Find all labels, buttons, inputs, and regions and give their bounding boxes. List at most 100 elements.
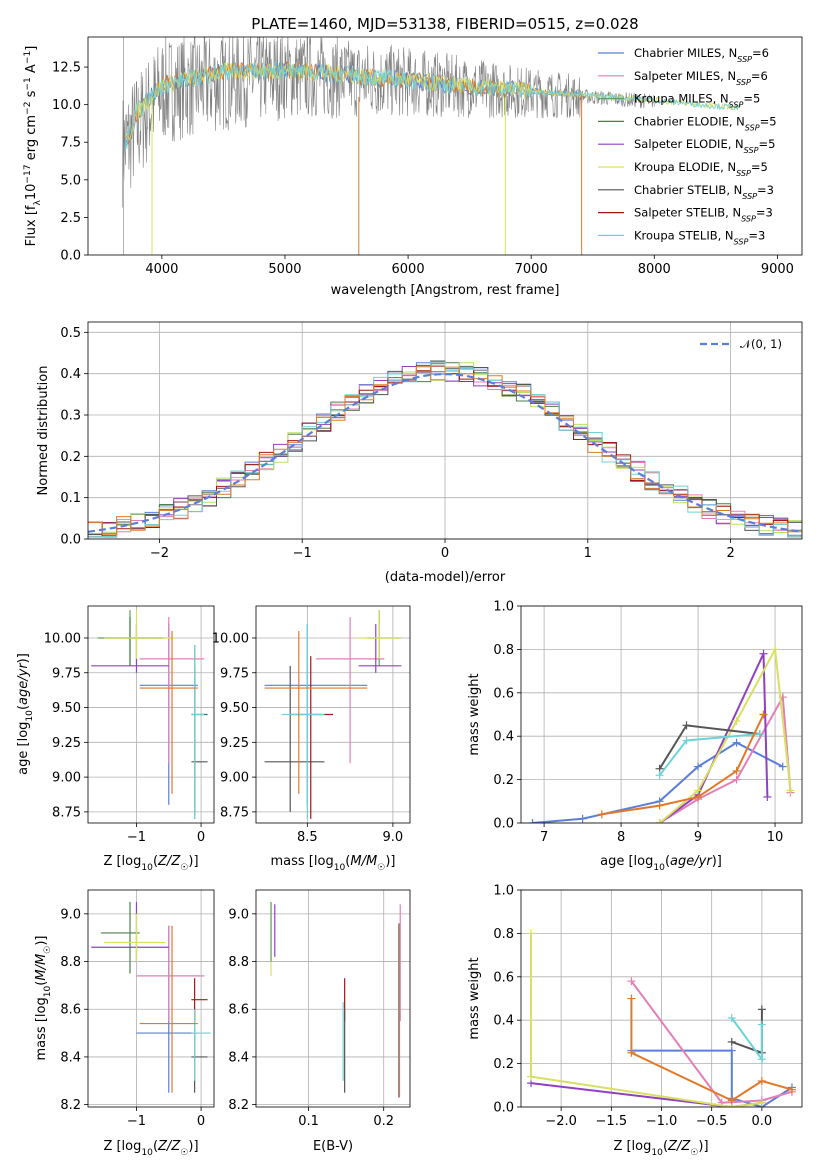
x-tick-label: 8.5 <box>297 830 318 845</box>
label-segment: )] <box>34 936 49 946</box>
y-tick-label: 0.0 <box>493 817 514 832</box>
weight-series-line <box>730 1017 763 1063</box>
label-segment: Z [log <box>103 1139 141 1154</box>
x-tick-label: 10 <box>767 830 784 845</box>
label-segment: )] <box>385 854 395 869</box>
age-vs-mass-panel: 8.5 9.0 8.75 9.00 9.25 9.50 9.75 10.00 mass [log… <box>212 605 411 873</box>
x-axis-label: Z [log10(Z/Z☉)] <box>613 1139 708 1158</box>
label-segment: ( <box>153 854 158 869</box>
weight-series-line <box>532 741 784 823</box>
x-tick-label: 4000 <box>145 262 178 277</box>
y-axis-label: mass [log10(M/M☉)] <box>34 936 53 1061</box>
grid-lines <box>521 889 802 1108</box>
spectrum-model-line <box>124 60 741 153</box>
legend-label: Chabrier STELIB, NSSP=3 <box>634 183 774 201</box>
legend-label: Chabrier MILES, NSSP=6 <box>634 46 769 64</box>
axes-frame <box>87 321 803 540</box>
label-segment: =5 <box>751 160 768 174</box>
label-segment: Z/Z <box>667 1139 691 1154</box>
label-segment: ☉ <box>43 946 53 954</box>
y-tick-label: 7.5 <box>60 136 81 151</box>
label-segment: mass [log <box>271 854 334 869</box>
x-tick-label: 9.0 <box>383 830 404 845</box>
label-segment: Z/Z <box>157 854 181 869</box>
y-tick-label: 9.75 <box>52 666 81 681</box>
label-segment: age/yr <box>670 854 713 869</box>
x-tick-label: 7000 <box>515 262 548 277</box>
legend-label: Salpeter STELIB, NSSP=3 <box>634 206 773 224</box>
label-segment: =6 <box>752 46 769 60</box>
x-axis-label: Z [log10(Z/Z☉)] <box>103 1139 198 1158</box>
label-segment: ☉ <box>377 863 385 873</box>
error-point <box>136 925 205 1022</box>
label-segment: 10 <box>334 863 346 873</box>
y-tick-label: 0.2 <box>60 450 81 465</box>
label-segment: M/M <box>350 854 377 869</box>
residuals-panel: −2 −1 0 1 2 0.0 0.1 0.2 0.3 0.4 0.5 (data-model)/er… <box>36 321 803 585</box>
label-segment: ( <box>665 854 670 869</box>
label-segment: erg cm <box>24 115 39 164</box>
label-segment: ☉ <box>180 1148 188 1158</box>
label-segment: )] <box>698 1139 708 1154</box>
label-segment: 10 <box>651 1148 663 1158</box>
label-segment: )] <box>16 653 31 663</box>
y-tick-label: 2.5 <box>60 211 81 226</box>
label-segment: Z/Z <box>157 1139 181 1154</box>
y-tick-label: 0.0 <box>493 1101 514 1116</box>
x-axis-label: Z [log10(Z/Z☉)] <box>103 854 198 873</box>
label-segment: )] <box>188 854 198 869</box>
y-tick-label: 5.0 <box>60 173 81 188</box>
x-tick-label: 5000 <box>268 262 301 277</box>
x-tick-label: 2 <box>726 546 734 561</box>
normal-curve <box>88 372 802 533</box>
x-axis-label: wavelength [Angstrom, rest frame] <box>331 283 560 298</box>
error-point <box>358 624 402 673</box>
y-tick-label: 0.1 <box>60 491 81 506</box>
x-axis-label: (data-model)/error <box>385 570 506 585</box>
y-tick-label: 0.2 <box>493 773 514 788</box>
label-segment: ] <box>24 46 39 51</box>
label-segment: =6 <box>751 69 768 83</box>
y-axis-label: age [log10(age/yr)] <box>16 653 35 775</box>
label-segment: )] <box>712 854 722 869</box>
spectrum-model-line <box>124 61 741 141</box>
error-point <box>191 644 208 819</box>
y-tick-label: 8.75 <box>52 805 81 820</box>
error-point <box>264 631 368 794</box>
error-point <box>315 617 385 764</box>
axes-frame <box>87 36 803 256</box>
residual-histograms <box>88 360 802 538</box>
label-segment: Flux [f <box>24 205 39 246</box>
legend-label: Kroupa ELODIE, NSSP=5 <box>634 160 768 178</box>
label-segment: Kroupa ELODIE, N <box>634 160 736 174</box>
y-tick-label: 8.75 <box>220 805 249 820</box>
label-segment: age [log <box>600 854 653 869</box>
y-tick-label: 0.5 <box>60 326 81 341</box>
label-segment: ( <box>16 705 31 710</box>
label-segment: =5 <box>743 92 760 106</box>
label-segment: SSP <box>736 77 751 86</box>
label-segment: =3 <box>757 183 774 197</box>
label-segment: Kroupa MILES, N <box>634 92 729 106</box>
residual-histogram <box>88 366 802 536</box>
x-tick-label: 8 <box>617 830 625 845</box>
x-tick-label: 0 <box>197 830 205 845</box>
y-tick-label: 10.00 <box>212 631 249 646</box>
y-tick-label: 0.4 <box>60 367 81 382</box>
label-segment: −1 <box>23 51 33 64</box>
label-segment: ☉ <box>180 863 188 873</box>
weight-series-line <box>659 653 769 823</box>
label-segment: Z [log <box>613 1139 651 1154</box>
label-segment: ( <box>153 1139 158 1154</box>
y-tick-label: 8.8 <box>228 955 249 970</box>
error-point <box>100 901 140 974</box>
y-tick-label: 9.25 <box>52 736 81 751</box>
error-point <box>104 913 166 962</box>
label-segment: M/M <box>34 954 49 981</box>
label-segment: =5 <box>758 137 775 151</box>
label-segment: 10 <box>141 1148 153 1158</box>
error-point <box>139 925 198 1093</box>
x-tick-label: −1 <box>127 1114 146 1129</box>
label-segment: SSP <box>729 100 744 109</box>
